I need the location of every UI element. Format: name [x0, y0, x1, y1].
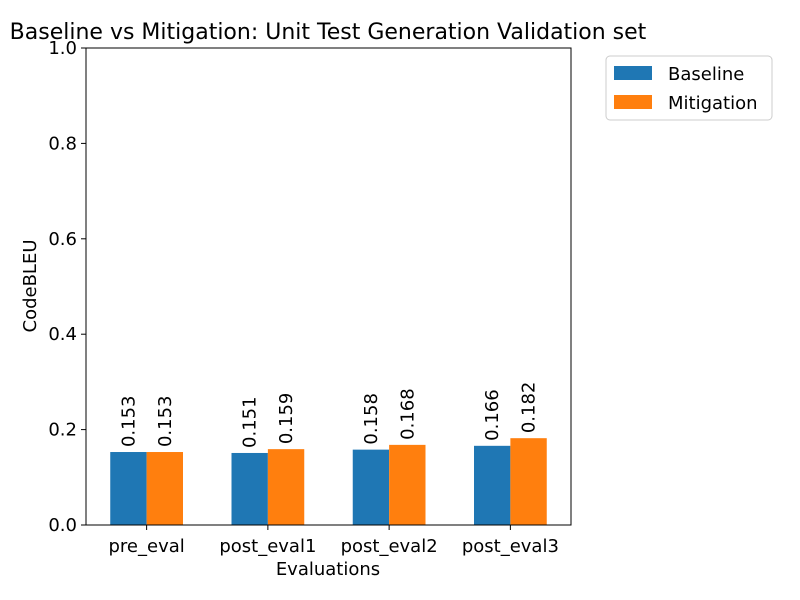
- data-label: 0.159: [276, 393, 297, 445]
- bar-mitigation-post_eval2: [389, 444, 426, 525]
- data-label: 0.168: [397, 388, 418, 440]
- x-tick-label: post_eval2: [341, 536, 438, 557]
- bar-mitigation-post_eval3: [510, 438, 547, 525]
- legend: Baseline Mitigation: [605, 55, 773, 121]
- data-label: 0.158: [361, 393, 382, 445]
- data-label: 0.182: [519, 382, 540, 434]
- data-label: 0.151: [240, 396, 261, 448]
- legend-swatch-mitigation: [614, 95, 652, 109]
- legend-swatch-baseline: [614, 66, 652, 80]
- bar-baseline-post_eval2: [352, 449, 390, 525]
- y-tick-label: 0.4: [48, 324, 77, 345]
- y-tick-label: 0.0: [48, 515, 77, 536]
- bar-baseline-post_eval3: [474, 445, 511, 525]
- bar-mitigation-pre_eval: [146, 452, 183, 525]
- bar-baseline-pre_eval: [110, 452, 147, 525]
- plot-frame: [85, 47, 572, 526]
- legend-label-baseline: Baseline: [668, 64, 744, 85]
- data-label: 0.153: [118, 395, 139, 447]
- x-axis-label: Evaluations: [276, 559, 380, 580]
- plot-area: 0.153 0.151 0.158 0.166 0.153 0.159 0.168 0.182…: [48, 38, 572, 557]
- y-tick-label: 1.0: [48, 38, 77, 59]
- y-tick-label: 0.6: [48, 229, 77, 250]
- y-tick-label: 0.8: [48, 133, 77, 154]
- x-tick-label: post_eval3: [462, 536, 559, 557]
- y-tick-label: 0.2: [48, 420, 77, 441]
- bar-mitigation-post_eval1: [267, 449, 305, 525]
- data-label: 0.153: [155, 395, 176, 447]
- legend-label-mitigation: Mitigation: [668, 93, 758, 114]
- data-label: 0.166: [482, 389, 503, 441]
- y-axis-label: CodeBLEU: [20, 239, 41, 332]
- bar-baseline-post_eval1: [231, 452, 268, 525]
- chart-title: Baseline vs Mitigation: Unit Test Genera…: [10, 20, 647, 45]
- x-tick-label: post_eval1: [219, 536, 316, 557]
- x-tick-label: pre_eval: [108, 536, 184, 557]
